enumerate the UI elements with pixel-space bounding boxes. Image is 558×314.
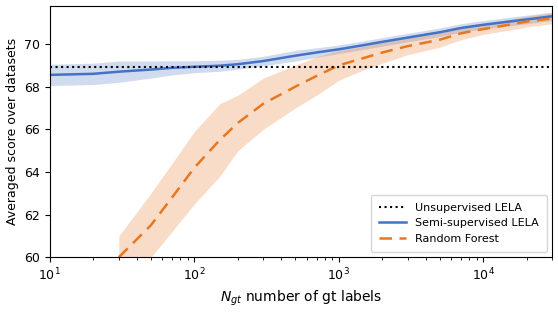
Random Forest: [480, 27, 487, 31]
Semi-supervised LELA: [217, 64, 223, 68]
Random Forest: [313, 74, 320, 78]
Semi-supervised LELA: [405, 36, 411, 40]
Random Forest: [116, 255, 122, 259]
Semi-supervised LELA: [436, 30, 443, 34]
Legend: Unsupervised LELA, Semi-supervised LELA, Random Forest: Unsupervised LELA, Semi-supervised LELA,…: [371, 195, 547, 252]
Semi-supervised LELA: [458, 26, 464, 30]
Semi-supervised LELA: [549, 14, 556, 18]
Semi-supervised LELA: [147, 68, 154, 71]
Line: Random Forest: Random Forest: [119, 18, 552, 257]
Random Forest: [147, 223, 154, 227]
Semi-supervised LELA: [523, 18, 530, 21]
Random Forest: [379, 51, 386, 54]
Random Forest: [260, 102, 267, 106]
Random Forest: [436, 38, 443, 41]
Y-axis label: Averaged score over datasets: Averaged score over datasets: [6, 38, 18, 225]
Random Forest: [217, 138, 223, 142]
Random Forest: [292, 85, 299, 89]
Random Forest: [234, 121, 241, 125]
Semi-supervised LELA: [234, 62, 241, 66]
Random Forest: [506, 23, 512, 27]
Semi-supervised LELA: [116, 70, 122, 73]
Random Forest: [361, 56, 368, 60]
Semi-supervised LELA: [169, 66, 175, 70]
Semi-supervised LELA: [379, 40, 386, 44]
Semi-supervised LELA: [191, 65, 198, 69]
Random Forest: [523, 20, 530, 24]
Semi-supervised LELA: [361, 43, 368, 47]
Semi-supervised LELA: [480, 23, 487, 27]
Random Forest: [191, 166, 198, 170]
Semi-supervised LELA: [46, 73, 53, 77]
Random Forest: [169, 196, 175, 199]
Line: Semi-supervised LELA: Semi-supervised LELA: [50, 16, 552, 75]
Random Forest: [405, 44, 411, 48]
Random Forest: [549, 16, 556, 20]
Semi-supervised LELA: [335, 47, 342, 51]
Semi-supervised LELA: [260, 59, 267, 63]
Semi-supervised LELA: [313, 51, 320, 54]
X-axis label: $N_{gt}$ number of gt labels: $N_{gt}$ number of gt labels: [220, 289, 382, 308]
Semi-supervised LELA: [292, 54, 299, 57]
Semi-supervised LELA: [506, 20, 512, 24]
Random Forest: [335, 63, 342, 67]
Random Forest: [458, 31, 464, 35]
Semi-supervised LELA: [90, 72, 97, 76]
